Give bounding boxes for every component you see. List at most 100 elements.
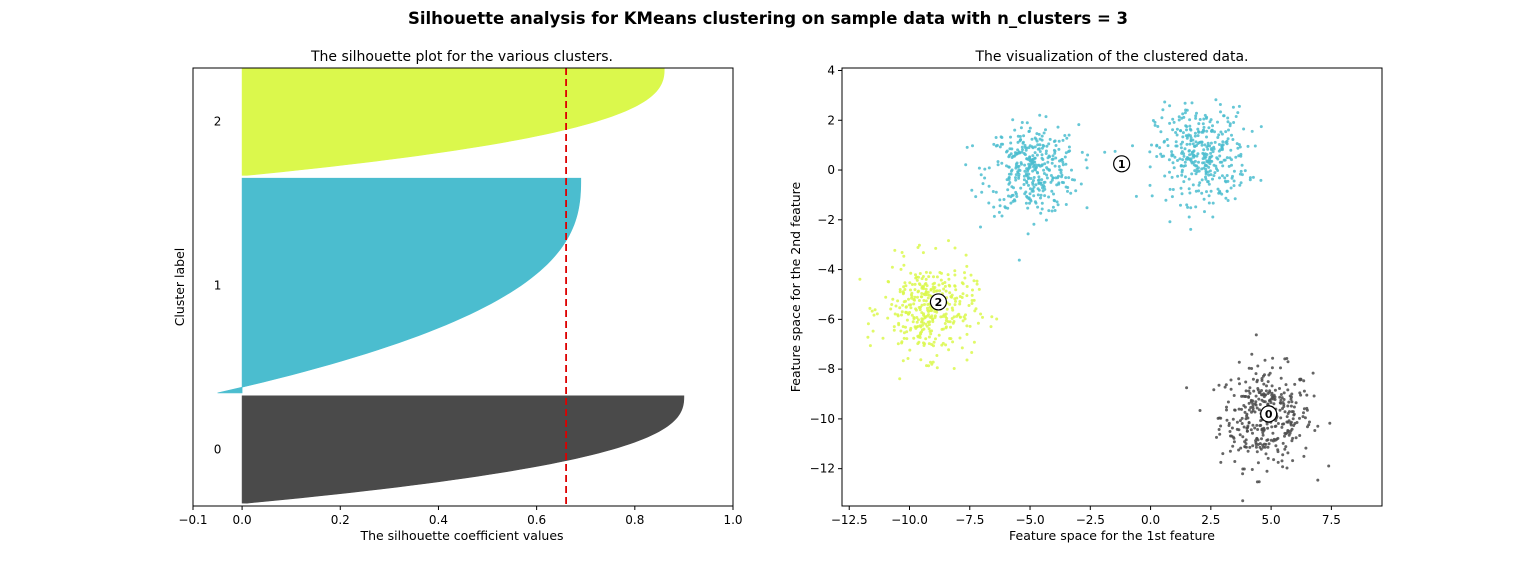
scatter-point-cluster-0 xyxy=(1233,460,1237,463)
scatter-point-cluster-1 xyxy=(1064,162,1068,166)
scatter-point-cluster-2 xyxy=(916,342,920,346)
scatter-point-cluster-1 xyxy=(1022,178,1026,182)
scatter-point-cluster-1 xyxy=(1186,156,1190,160)
scatter-point-cluster-1 xyxy=(1234,115,1238,118)
scatter-point-cluster-2 xyxy=(973,309,977,313)
scatter-point-cluster-0 xyxy=(1302,379,1306,383)
scatter-point-cluster-0 xyxy=(1238,382,1241,386)
scatter-point-cluster-1 xyxy=(1026,232,1030,236)
scatter-point-cluster-1 xyxy=(1000,161,1004,165)
scatter-point-cluster-1 xyxy=(1181,112,1185,116)
scatter-point-cluster-1 xyxy=(1155,143,1159,147)
scatter-point-cluster-1 xyxy=(1210,159,1214,163)
scatter-point-cluster-1 xyxy=(1045,166,1049,170)
scatter-point-cluster-2 xyxy=(953,269,957,273)
scatter-point-cluster-0 xyxy=(1327,464,1331,468)
scatter-point-cluster-1 xyxy=(1187,215,1191,219)
scatter-point-cluster-1 xyxy=(1174,140,1178,144)
scatter-point-cluster-1 xyxy=(1232,179,1236,183)
scatter-point-cluster-0 xyxy=(1247,395,1251,399)
scatter-point-cluster-2 xyxy=(899,329,903,333)
scatter-point-cluster-0 xyxy=(1270,384,1274,388)
scatter-point-cluster-1 xyxy=(994,136,998,139)
scatter-point-cluster-1 xyxy=(1229,186,1233,190)
scatter-point-cluster-0 xyxy=(1248,445,1252,449)
scatter-point-cluster-1 xyxy=(1013,153,1017,157)
scatter-point-cluster-1 xyxy=(1044,149,1048,153)
scatter-point-cluster-2 xyxy=(958,315,962,319)
scatter-point-cluster-0 xyxy=(1225,418,1229,422)
scatter-point-cluster-1 xyxy=(1221,164,1225,168)
scatter-point-cluster-0 xyxy=(1274,424,1278,428)
scatter-point-cluster-2 xyxy=(946,273,950,277)
scatter-point-cluster-1 xyxy=(1206,170,1210,174)
scatter-point-cluster-2 xyxy=(949,337,953,341)
scatter-point-cluster-1 xyxy=(1187,133,1191,137)
scatter-point-cluster-1 xyxy=(1251,175,1255,179)
scatter-point-cluster-2 xyxy=(913,295,917,299)
scatter-point-cluster-0 xyxy=(1233,408,1237,412)
scatter-point-cluster-1 xyxy=(1026,206,1030,210)
scatter-point-cluster-0 xyxy=(1219,460,1223,464)
scatter-point-cluster-1 xyxy=(1213,171,1217,175)
scatter-point-cluster-1 xyxy=(1160,116,1164,120)
silhouette-plot-title: The silhouette plot for the various clus… xyxy=(310,49,613,65)
scatter-point-cluster-0 xyxy=(1254,333,1258,337)
scatter-point-cluster-0 xyxy=(1251,404,1255,408)
scatter-point-cluster-1 xyxy=(1183,111,1187,115)
scatter-point-cluster-2 xyxy=(917,243,921,247)
scatter-point-cluster-1 xyxy=(1229,148,1233,152)
scatter-point-cluster-2 xyxy=(929,332,933,336)
scatter-point-cluster-1 xyxy=(1220,144,1224,148)
scatter-point-cluster-2 xyxy=(881,336,885,340)
scatter-point-cluster-1 xyxy=(1059,171,1063,175)
scatter-point-cluster-1 xyxy=(1197,189,1201,193)
scatter-point-cluster-1 xyxy=(1243,169,1247,173)
silhouette-plot: The silhouette plot for the various clus… xyxy=(172,49,743,543)
scatter-point-cluster-0 xyxy=(1284,383,1288,387)
scatter-point-cluster-2 xyxy=(927,342,931,346)
scatter-point-cluster-1 xyxy=(1205,190,1208,194)
scatter-point-cluster-2 xyxy=(917,289,920,293)
scatter-point-cluster-2 xyxy=(929,287,933,291)
scatter-point-cluster-1 xyxy=(1212,174,1216,178)
scatter-point-cluster-1 xyxy=(1194,164,1198,168)
scatter-point-cluster-0 xyxy=(1263,358,1267,362)
scatter-point-cluster-0 xyxy=(1238,433,1242,437)
scatter-point-cluster-0 xyxy=(1250,367,1254,370)
scatter-point-cluster-0 xyxy=(1313,429,1317,432)
scatter-point-cluster-0 xyxy=(1298,377,1302,381)
scatter-point-cluster-1 xyxy=(1224,196,1228,200)
scatter-point-cluster-2 xyxy=(925,324,929,328)
scatter-point-cluster-1 xyxy=(1036,147,1040,151)
scatter-point-cluster-1 xyxy=(1040,153,1044,157)
scatter-point-cluster-1 xyxy=(1182,152,1186,156)
scatter-point-cluster-1 xyxy=(1047,168,1051,172)
scatter-point-cluster-2 xyxy=(961,292,965,296)
scatter-point-cluster-0 xyxy=(1248,386,1252,390)
scatter-point-cluster-1 xyxy=(1183,160,1187,164)
scatter-point-cluster-1 xyxy=(1167,158,1171,162)
scatter-point-cluster-1 xyxy=(1183,101,1187,105)
scatter-point-cluster-1 xyxy=(1203,164,1207,168)
scatter-point-cluster-2 xyxy=(940,343,944,347)
scatter-point-cluster-0 xyxy=(1289,404,1293,408)
scatter-x-label: Feature space for the 1st feature xyxy=(1009,528,1215,543)
scatter-point-cluster-1 xyxy=(1180,192,1184,196)
scatter-point-cluster-1 xyxy=(1050,189,1054,193)
scatter-point-cluster-1 xyxy=(1194,172,1198,176)
scatter-point-cluster-1 xyxy=(1060,173,1064,177)
scatter-point-cluster-0 xyxy=(1316,424,1320,428)
scatter-point-cluster-2 xyxy=(919,358,923,362)
scatter-point-cluster-1 xyxy=(1054,156,1058,160)
scatter-y-ticks: 4 2 0 −2 −4 −6 −8 −10 −12 xyxy=(810,63,842,476)
scatter-point-cluster-0 xyxy=(1288,394,1292,398)
scatter-point-cluster-0 xyxy=(1260,437,1263,441)
scatter-point-cluster-1 xyxy=(1048,137,1052,141)
scatter-point-cluster-2 xyxy=(907,303,911,307)
scatter-point-cluster-0 xyxy=(1242,467,1246,471)
scatter-point-cluster-1 xyxy=(1025,179,1029,183)
scatter-point-cluster-1 xyxy=(1208,144,1212,148)
scatter-point-cluster-1 xyxy=(1047,209,1051,213)
